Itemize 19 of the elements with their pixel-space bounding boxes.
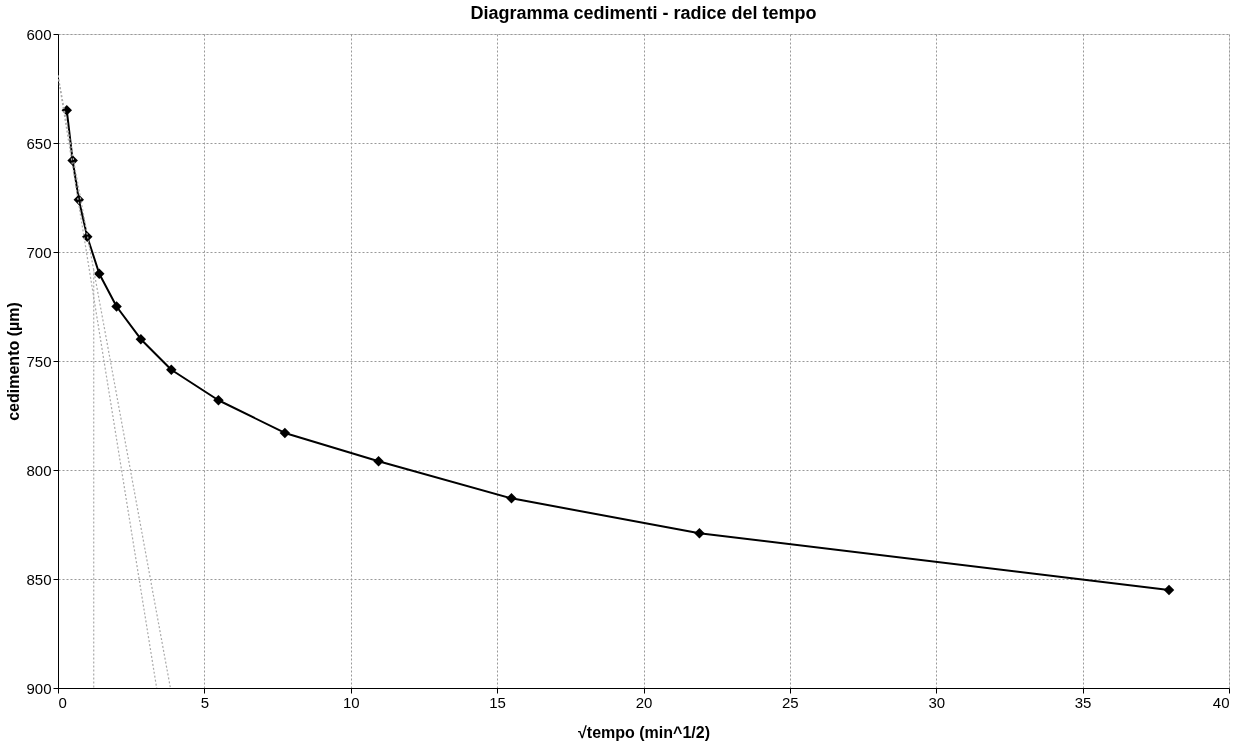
x-tick-label: 25 [782,693,799,711]
y-tick-label: 900 [26,679,52,697]
y-tick-label: 650 [26,134,52,152]
y-tick-label: 750 [26,352,52,370]
x-axis-title: √tempo (min^1/2) [578,723,710,741]
y-axis-title: cedimento (µm) [5,302,23,421]
x-tick-label: 15 [489,693,506,711]
x-tick-label: 10 [342,693,360,711]
x-tick-label: 35 [1074,693,1092,711]
x-tick-label: 20 [635,693,653,711]
x-tick-label: 0 [58,693,67,711]
chart-title: Diagramma cedimenti - radice del tempo [470,3,817,23]
y-tick-label: 850 [26,570,52,588]
x-tick-label: 5 [200,693,210,711]
x-tick-label: 40 [1212,693,1230,711]
y-tick-label: 700 [26,243,52,261]
y-tick-label: 600 [26,25,52,43]
y-tick-label: 800 [26,461,52,479]
x-tick-label: 30 [928,693,946,711]
